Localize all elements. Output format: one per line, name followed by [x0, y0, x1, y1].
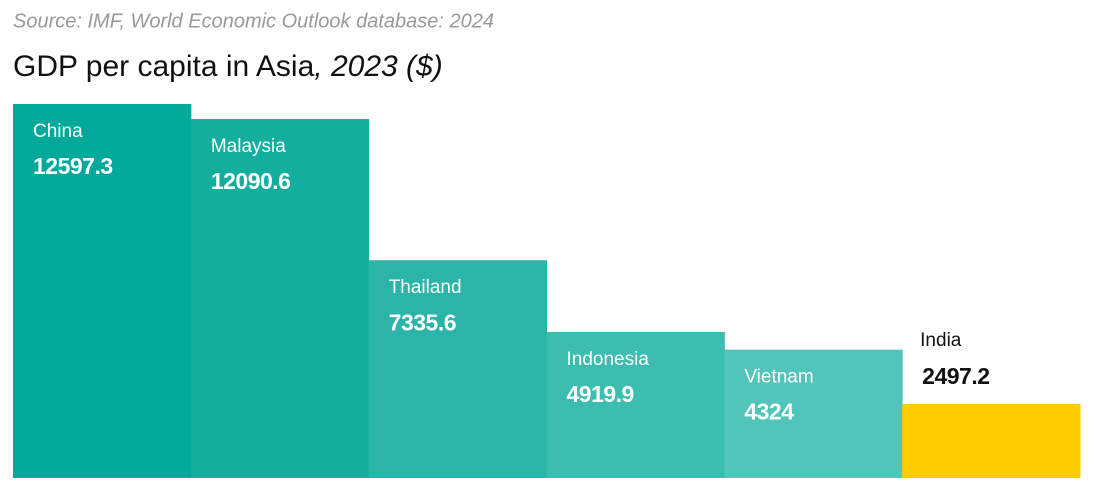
value-label: 2497.2 — [922, 363, 989, 389]
value-label: 4324 — [744, 399, 794, 425]
category-label: Malaysia — [211, 136, 286, 157]
bar — [368, 260, 547, 478]
category-label: Indonesia — [567, 349, 650, 370]
bar — [13, 104, 192, 478]
source: Source: IMF, World Economic Outlook data… — [13, 10, 494, 32]
category-label: India — [920, 330, 962, 351]
title-main: GDP per capita in Asia — [13, 50, 315, 83]
category-label: Vietnam — [744, 367, 813, 388]
value-label: 12090.6 — [211, 168, 291, 194]
category-label: China — [33, 121, 83, 142]
bar — [546, 331, 725, 478]
bar — [902, 403, 1081, 478]
bar — [190, 119, 370, 478]
chart-title: GDP per capita in Asia, 2023 ($) — [13, 50, 443, 83]
value-label: 7335.6 — [389, 309, 456, 335]
value-label: 12597.3 — [33, 153, 113, 179]
value-label: 4919.9 — [567, 381, 634, 407]
category-label: Thailand — [389, 277, 462, 298]
bar — [724, 349, 903, 478]
title-suffix: , 2023 ($) — [314, 50, 442, 83]
